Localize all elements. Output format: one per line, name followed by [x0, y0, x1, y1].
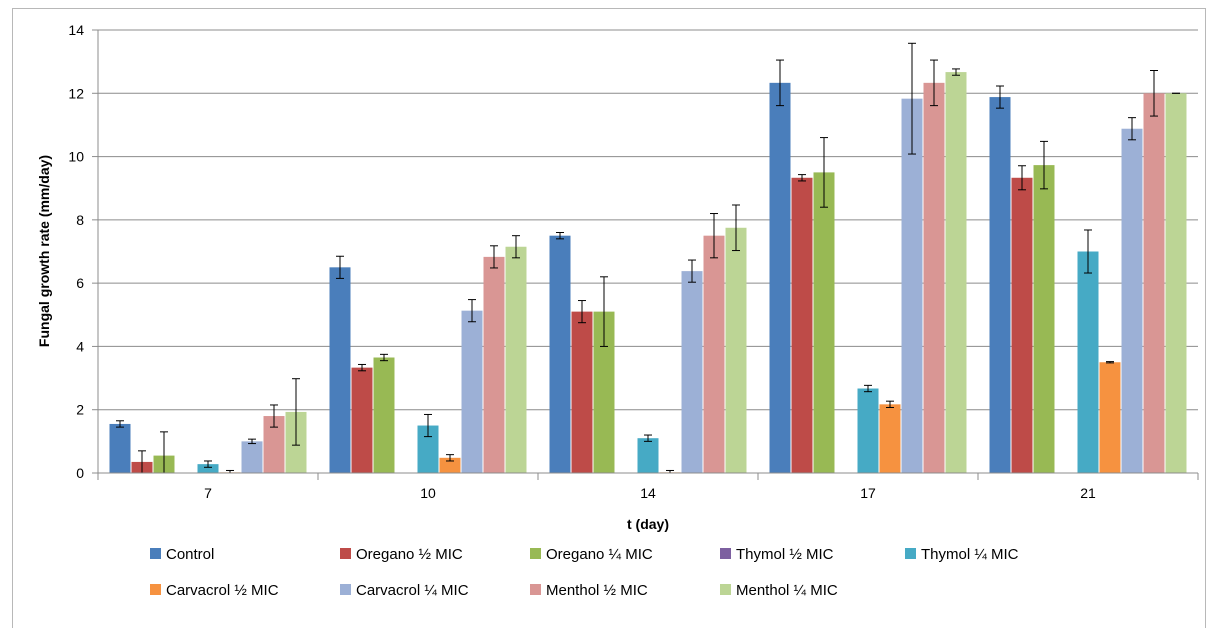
bar — [461, 310, 483, 473]
error-bars — [116, 42, 1180, 474]
legend-label: Oregano ¼ MIC — [546, 546, 653, 563]
bar — [1077, 251, 1099, 473]
legend-label: Carvacrol ¼ MIC — [356, 582, 469, 599]
bar — [571, 311, 593, 473]
bar — [1099, 362, 1121, 473]
legend-label: Thymol ½ MIC — [736, 546, 834, 563]
y-tick-label: 6 — [76, 275, 84, 291]
bar — [813, 172, 835, 473]
legend-label: Thymol ¼ MIC — [921, 546, 1019, 563]
bars — [109, 72, 1187, 474]
x-axis-title: t (day) — [627, 516, 669, 532]
bar — [373, 357, 395, 473]
y-tick-label: 12 — [68, 85, 84, 101]
bar — [989, 97, 1011, 473]
axes: 0 2 4 6 8 10 12 14 7 10 14 17 21 — [68, 22, 1199, 501]
bar — [681, 271, 703, 473]
bar — [593, 311, 615, 473]
y-tick-label: 14 — [68, 22, 84, 38]
legend-label: Control — [166, 546, 214, 563]
bar — [483, 256, 505, 473]
legend-swatch — [340, 548, 351, 559]
bar — [1143, 93, 1165, 474]
legend: Control Oregano ½ MIC Oregano ¼ MIC Thymol … — [150, 546, 1019, 599]
bar — [505, 246, 527, 473]
y-tick-label: 2 — [76, 402, 84, 418]
legend-swatch — [720, 548, 731, 559]
bar — [417, 425, 439, 473]
bar — [857, 388, 879, 473]
bar — [1121, 128, 1143, 473]
bar — [263, 416, 285, 473]
bar — [329, 267, 351, 473]
legend-swatch — [530, 584, 541, 595]
x-tick-label: 17 — [860, 485, 876, 501]
gridlines — [98, 29, 1198, 411]
bar — [703, 235, 725, 473]
bar — [109, 423, 131, 473]
bar — [637, 438, 659, 473]
bar — [439, 457, 461, 473]
bar — [769, 82, 791, 474]
bar — [901, 98, 923, 473]
x-tick-label: 14 — [640, 485, 656, 501]
x-tick-label: 7 — [204, 485, 212, 501]
y-tick-label: 4 — [76, 338, 84, 354]
bar — [1033, 165, 1055, 474]
legend-swatch — [530, 548, 541, 559]
legend-label: Oregano ½ MIC — [356, 546, 463, 563]
bar — [879, 404, 901, 473]
legend-label: Menthol ½ MIC — [546, 582, 648, 599]
bar — [791, 177, 813, 473]
bar — [241, 441, 263, 473]
legend-swatch — [150, 584, 161, 595]
bar — [945, 72, 967, 474]
legend-swatch — [340, 584, 351, 595]
bar — [351, 367, 373, 473]
y-tick-label: 8 — [76, 212, 84, 228]
y-tick-label: 10 — [68, 149, 84, 165]
legend-swatch — [150, 548, 161, 559]
y-tick-label: 0 — [76, 465, 84, 481]
x-tick-label: 10 — [420, 485, 436, 501]
legend-swatch — [720, 584, 731, 595]
legend-swatch — [905, 548, 916, 559]
bar — [725, 227, 747, 473]
bar — [1165, 93, 1187, 474]
bar — [923, 82, 945, 474]
bar — [197, 464, 219, 473]
legend-label: Menthol ¼ MIC — [736, 582, 838, 599]
bar — [549, 235, 571, 473]
legend-label: Carvacrol ½ MIC — [166, 582, 279, 599]
bar — [1011, 177, 1033, 473]
x-tick-label: 21 — [1080, 485, 1096, 501]
y-axis-title: Fungal growth rate (mm/day) — [36, 155, 52, 347]
